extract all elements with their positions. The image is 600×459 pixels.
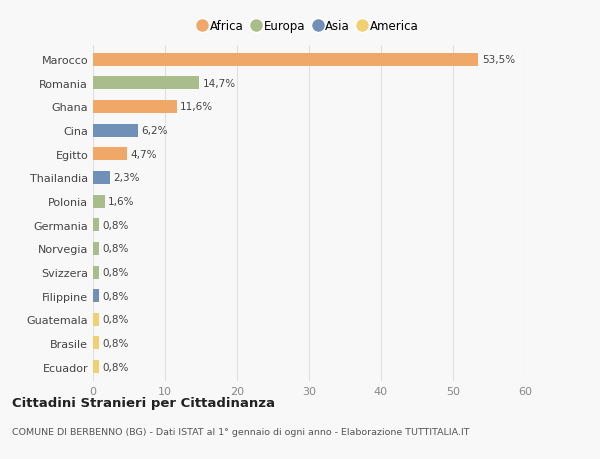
Text: 0,8%: 0,8% [103, 268, 129, 277]
Bar [93, 290, 99, 302]
Text: 11,6%: 11,6% [180, 102, 213, 112]
Bar [93, 266, 99, 279]
Bar [93, 54, 478, 67]
Text: 0,8%: 0,8% [103, 314, 129, 325]
Text: 0,8%: 0,8% [103, 291, 129, 301]
Text: 1,6%: 1,6% [108, 196, 134, 207]
Bar [93, 101, 176, 114]
Text: 4,7%: 4,7% [130, 150, 157, 159]
Text: 0,8%: 0,8% [103, 244, 129, 254]
Bar [93, 124, 137, 137]
Bar [93, 172, 110, 185]
Text: 0,8%: 0,8% [103, 338, 129, 348]
Legend: Africa, Europa, Asia, America: Africa, Europa, Asia, America [199, 20, 419, 34]
Text: 2,3%: 2,3% [113, 173, 140, 183]
Bar [93, 148, 127, 161]
Bar [93, 360, 99, 373]
Text: COMUNE DI BERBENNO (BG) - Dati ISTAT al 1° gennaio di ogni anno - Elaborazione T: COMUNE DI BERBENNO (BG) - Dati ISTAT al … [12, 427, 470, 436]
Text: 6,2%: 6,2% [141, 126, 168, 136]
Bar [93, 195, 104, 208]
Text: 14,7%: 14,7% [202, 78, 236, 89]
Text: 0,8%: 0,8% [103, 362, 129, 372]
Bar [93, 77, 199, 90]
Text: 53,5%: 53,5% [482, 55, 515, 65]
Bar [93, 337, 99, 350]
Bar [93, 313, 99, 326]
Text: 0,8%: 0,8% [103, 220, 129, 230]
Bar [93, 242, 99, 255]
Text: Cittadini Stranieri per Cittadinanza: Cittadini Stranieri per Cittadinanza [12, 396, 275, 409]
Bar [93, 219, 99, 232]
